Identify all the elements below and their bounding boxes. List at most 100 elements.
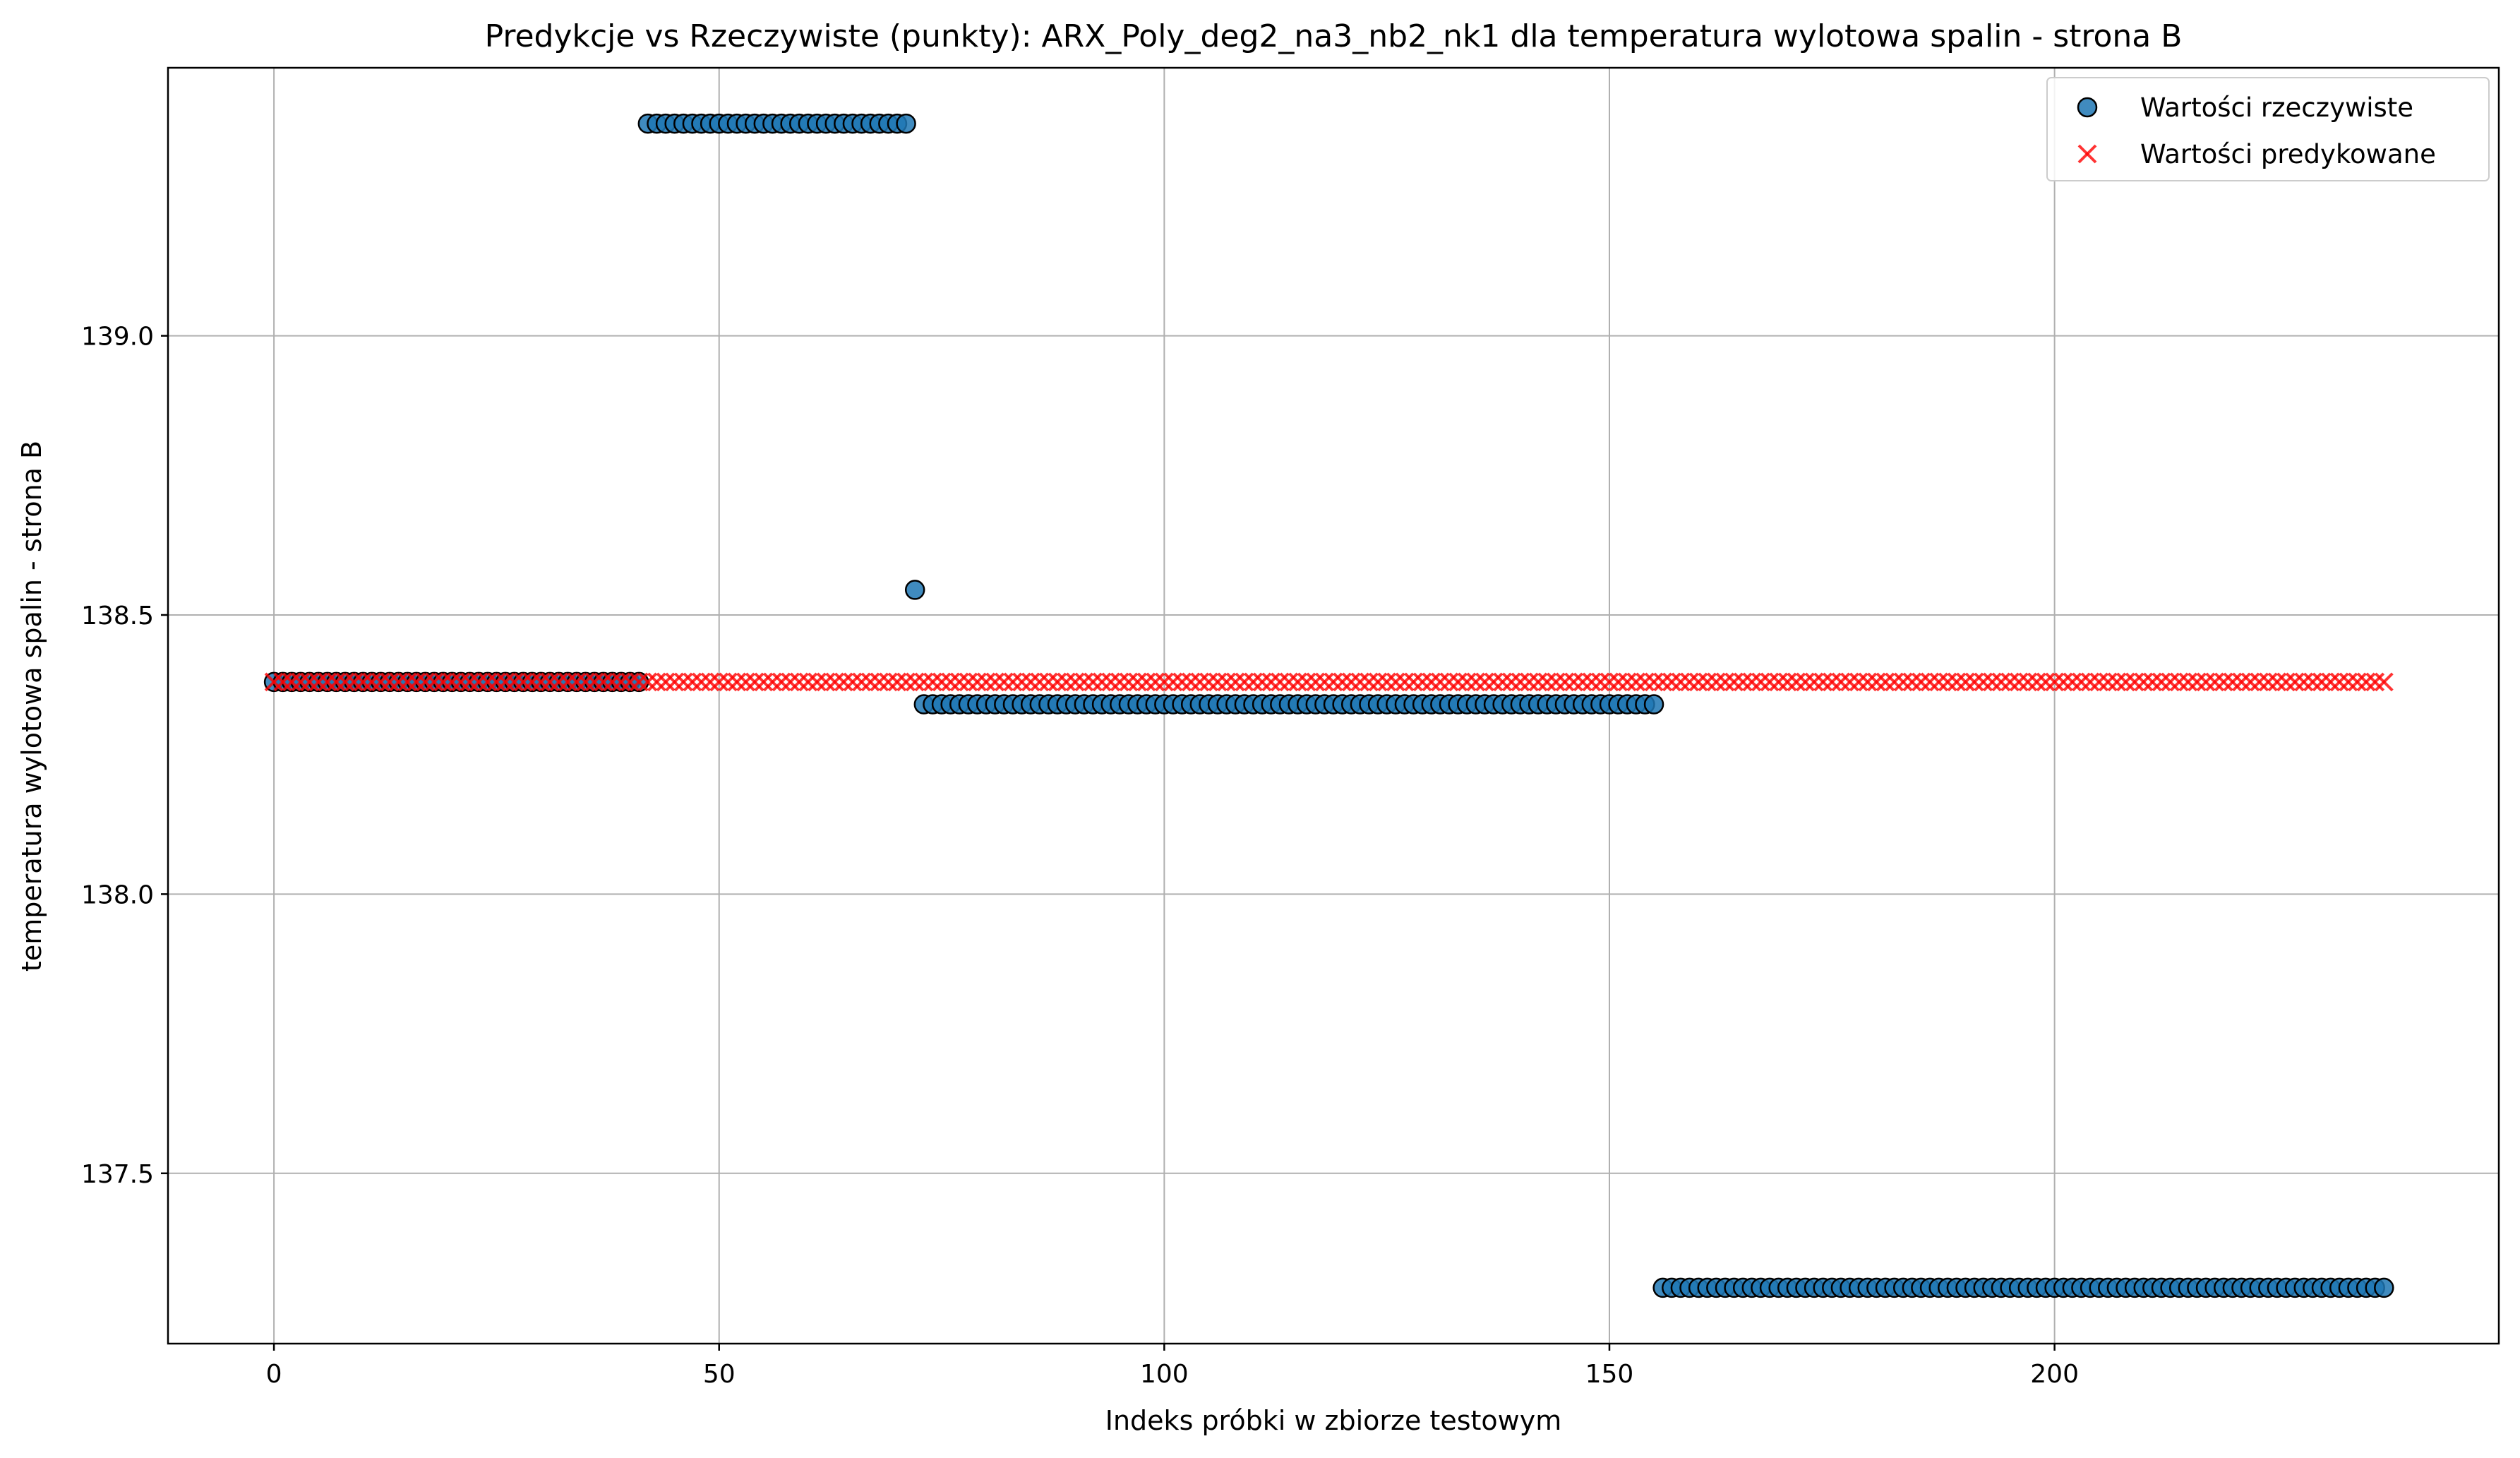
predicted-point: [745, 672, 764, 692]
actual-point: [896, 113, 916, 134]
predicted-point: [1840, 672, 1859, 692]
predicted-point: [2214, 672, 2233, 692]
predicted-point: [1644, 672, 1664, 692]
predicted-point: [424, 672, 444, 692]
predicted-point: [397, 672, 417, 692]
predicted-point: [1412, 672, 1432, 692]
predicted-point: [344, 672, 364, 692]
x-tick-label: 150: [1585, 1360, 1634, 1389]
predicted-point: [932, 672, 952, 692]
predicted-point: [1422, 672, 1441, 692]
predicted-point: [1920, 672, 1940, 692]
predicted-point: [451, 672, 471, 692]
predicted-point: [1796, 672, 1815, 692]
y-tick-label: 138.0: [81, 880, 154, 909]
predicted-point: [1982, 672, 2002, 692]
x-tick-label: 50: [703, 1360, 736, 1389]
predicted-point: [1893, 672, 1913, 692]
predicted-point: [959, 672, 978, 692]
predicted-point: [1448, 672, 1468, 692]
predicted-point: [1582, 672, 1602, 692]
y-tick-label: 137.5: [81, 1160, 154, 1189]
predicted-point: [2134, 672, 2154, 692]
predicted-point: [994, 672, 1014, 692]
chart-title: Predykcje vs Rzeczywiste (punkty): ARX_P…: [485, 18, 2183, 54]
predicted-point: [522, 672, 542, 692]
predicted-point: [353, 672, 373, 692]
predicted-point: [1377, 672, 1397, 692]
predicted-point: [1680, 672, 1699, 692]
predicted-point: [1163, 672, 1183, 692]
predicted-point: [1573, 672, 1592, 692]
predicted-point: [1484, 672, 1504, 692]
predicted-point: [1876, 672, 1895, 692]
plot-area-frame: [167, 66, 2500, 1345]
predicted-point: [1065, 672, 1085, 692]
legend-marker-actual: [2077, 97, 2098, 118]
predicted-point: [1511, 672, 1530, 692]
x-axis-label: Indeks próbki w zbiorze testowym: [1105, 1405, 1561, 1436]
predicted-point: [798, 672, 818, 692]
predicted-point: [1636, 672, 1655, 692]
predicted-point: [1777, 672, 1797, 692]
predicted-point: [1724, 672, 1744, 692]
predicted-point: [1956, 672, 1975, 692]
predicted-point: [1360, 672, 1379, 692]
predicted-point: [2294, 672, 2314, 692]
predicted-point: [1084, 672, 1103, 692]
predicted-point: [2339, 672, 2358, 692]
predicted-point: [1546, 672, 1566, 692]
predicted-point: [2142, 672, 2162, 692]
predicted-point: [1217, 672, 1237, 692]
predicted-point: [442, 672, 462, 692]
predicted-point: [665, 672, 685, 692]
predicted-point: [282, 672, 301, 692]
predicted-point: [2250, 672, 2269, 692]
predicted-point: [1368, 672, 1388, 692]
actual-point: [904, 580, 925, 600]
predicted-point: [2329, 672, 2349, 692]
predicted-point: [754, 672, 774, 692]
predicted-point: [852, 672, 871, 692]
predicted-point: [808, 672, 827, 692]
predicted-point: [985, 672, 1005, 692]
predicted-point: [1866, 672, 1886, 692]
predicted-point: [1110, 672, 1129, 692]
x-tick-label: 100: [1140, 1360, 1189, 1389]
predicted-point: [949, 672, 969, 692]
predicted-point: [2276, 672, 2296, 692]
legend-box: [2046, 77, 2490, 181]
predicted-point: [1964, 672, 1984, 692]
predicted-point: [860, 672, 880, 692]
predicted-point: [380, 672, 400, 692]
predicted-point: [1813, 672, 1833, 692]
predicted-point: [2161, 672, 2180, 692]
predicted-point: [2063, 672, 2082, 692]
predicted-point: [2312, 672, 2332, 692]
predicted-point: [1742, 672, 1762, 692]
predicted-point: [505, 672, 524, 692]
predicted-point: [2080, 672, 2100, 692]
predicted-point: [318, 672, 337, 692]
predicted-point: [2223, 672, 2243, 692]
predicted-point: [2125, 672, 2144, 692]
predicted-point: [1101, 672, 1121, 692]
predicted-point: [1751, 672, 1770, 692]
predicted-point: [1057, 672, 1076, 692]
predicted-point: [2152, 672, 2171, 692]
predicted-point: [1617, 672, 1637, 692]
predicted-point: [905, 672, 925, 692]
predicted-point: [976, 672, 996, 692]
predicted-point: [460, 672, 479, 692]
predicted-point: [1938, 672, 1957, 692]
predicted-point: [656, 672, 676, 692]
predicted-point: [1314, 672, 1334, 692]
predicted-point: [816, 672, 836, 692]
predicted-point: [486, 672, 506, 692]
predicted-point: [2027, 672, 2046, 692]
predicted-point: [2188, 672, 2207, 692]
predicted-point: [1038, 672, 1058, 692]
predicted-point: [1849, 672, 1868, 692]
predicted-point: [2009, 672, 2029, 692]
predicted-point: [1430, 672, 1450, 692]
